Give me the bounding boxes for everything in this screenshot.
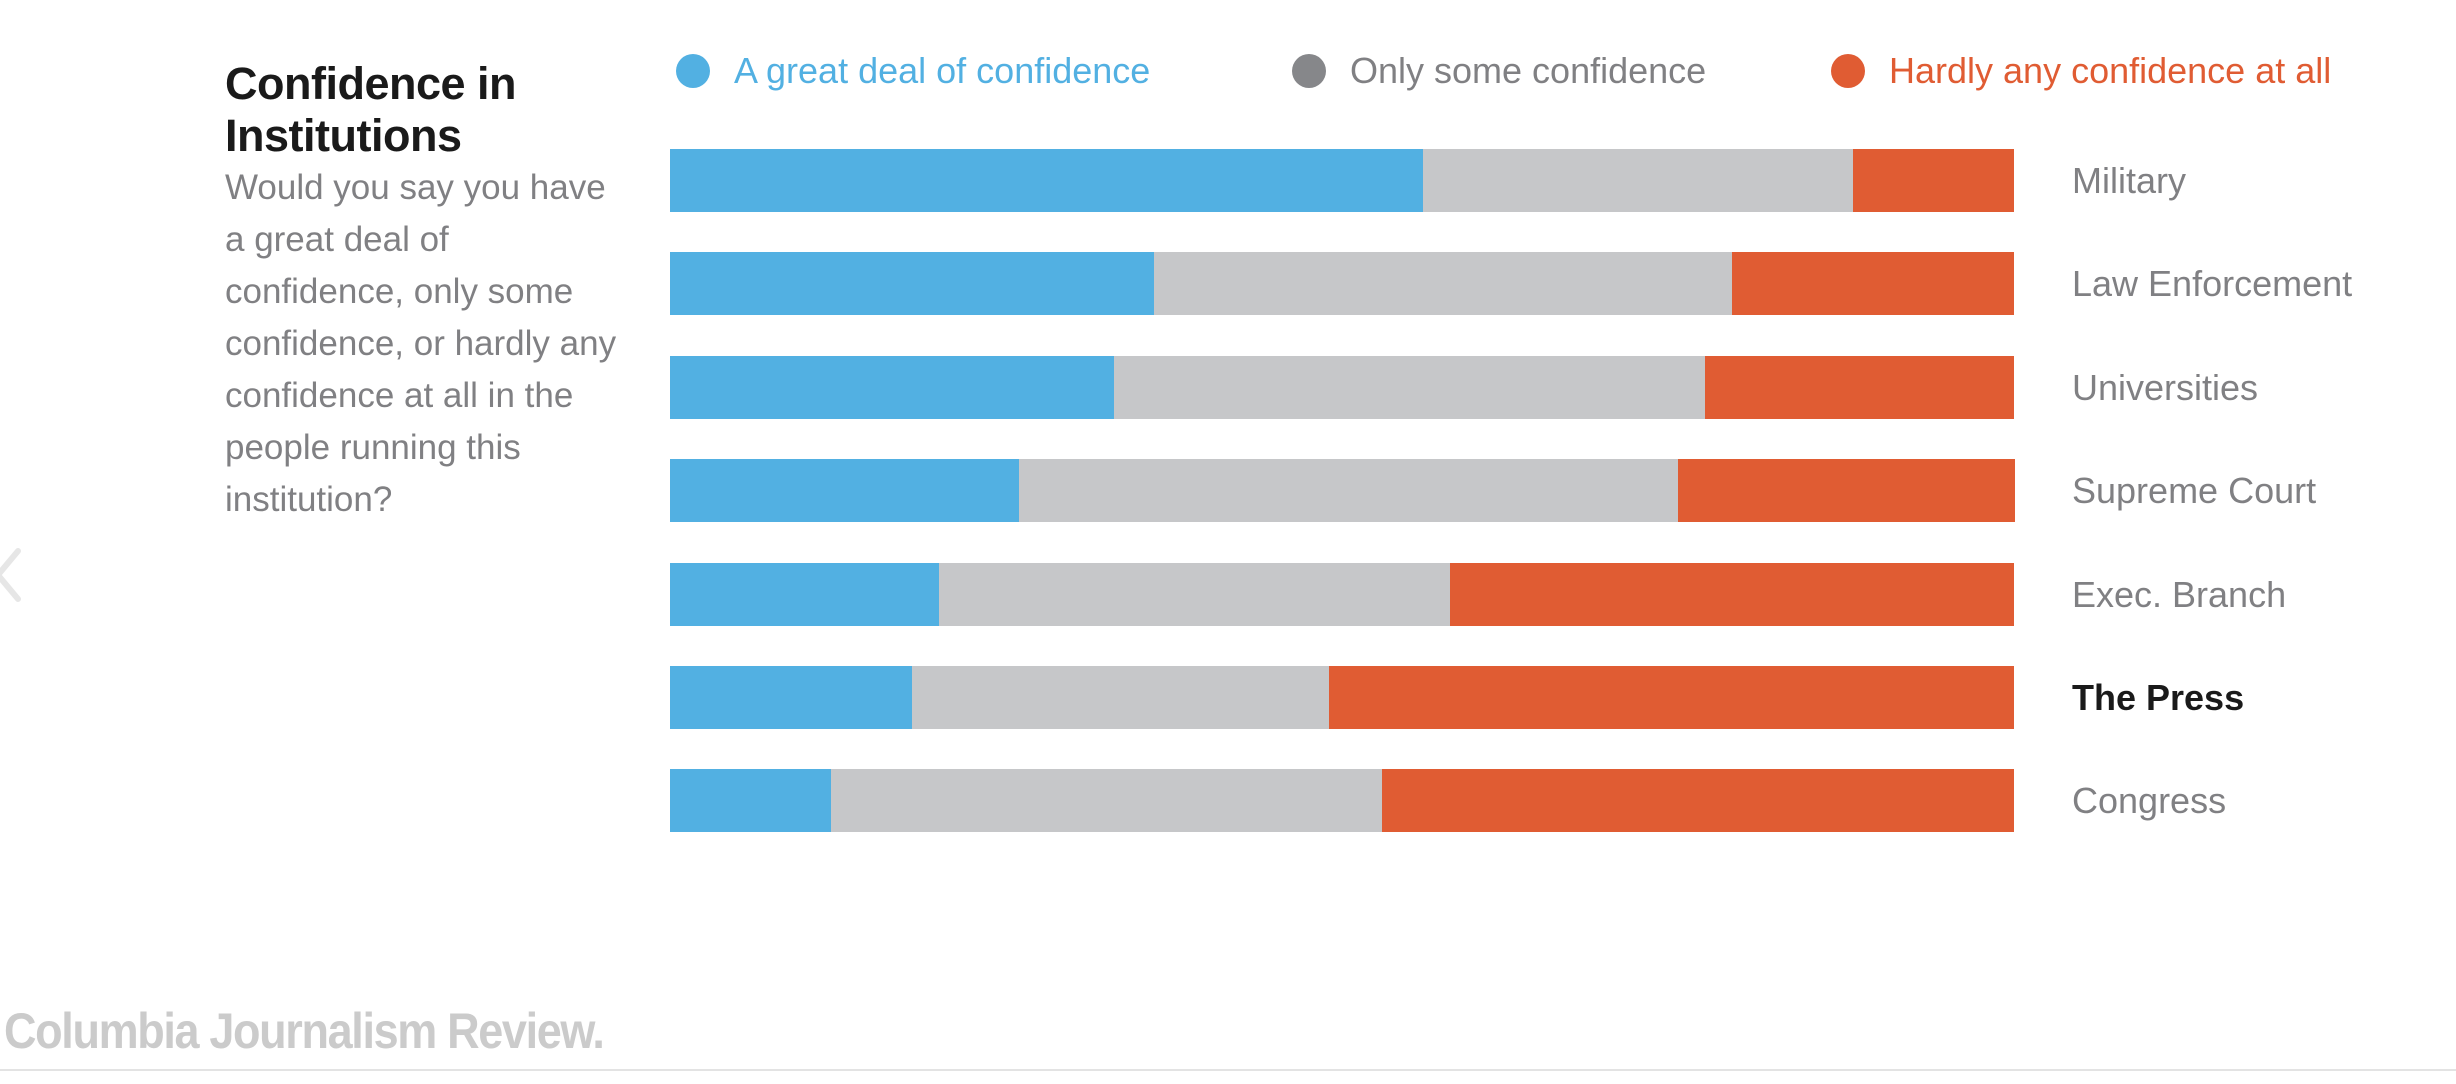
bar-segment-supreme-court-0 (670, 459, 1020, 523)
legend-label: Hardly any confidence at all (1889, 50, 2332, 91)
bottom-divider (0, 1069, 2456, 1071)
legend-item-only-some: Only some confidence (1292, 46, 1706, 96)
chart-description: Would you say you have a great deal of c… (225, 168, 617, 519)
legend-item-great-deal: A great deal of confidence (676, 46, 1150, 96)
bar-segment-the-press-2 (1328, 666, 2015, 729)
bar-segment-universities-0 (670, 355, 1115, 419)
bar-segment-exec-branch-1 (938, 562, 1451, 626)
bar-segment-congress-0 (670, 769, 832, 833)
legend-dot-icon (1292, 54, 1326, 88)
bar-segment-law-enforcement-0 (670, 252, 1155, 316)
bar-segment-the-press-1 (911, 666, 1330, 729)
legend-item-hardly-any: Hardly any confidence at all (1831, 46, 2331, 96)
bar-segment-military-1 (1422, 149, 1854, 212)
bar-segment-the-press-0 (670, 666, 913, 729)
bar-segment-supreme-court-2 (1678, 459, 2015, 523)
bar-segment-exec-branch-2 (1449, 562, 2015, 626)
category-label: Universities (2072, 366, 2259, 408)
bar-segment-law-enforcement-2 (1731, 252, 2015, 316)
bar-segment-universities-1 (1113, 355, 1706, 419)
bar-segment-congress-2 (1382, 769, 2015, 833)
legend-dot-icon (1831, 54, 1865, 88)
bar-segment-universities-2 (1704, 355, 2015, 419)
category-label: Military (2072, 160, 2186, 201)
legend-dot-icon (676, 54, 710, 88)
category-label: The Press (2072, 677, 2245, 718)
bar-segment-military-2 (1852, 149, 2015, 212)
brand-logo-text: Columbia Journalism Review. (4, 1003, 605, 1059)
category-label: Supreme Court (2072, 470, 2317, 512)
legend-label: Only some confidence (1350, 50, 1707, 91)
bar-segment-exec-branch-0 (670, 562, 940, 626)
bar-segment-congress-1 (831, 769, 1383, 833)
bar-segment-law-enforcement-1 (1153, 252, 1733, 316)
category-label: Exec. Branch (2072, 573, 2287, 615)
back-chevron-icon[interactable] (0, 545, 22, 605)
legend-label: A great deal of confidence (734, 50, 1151, 91)
category-label: Congress (2072, 780, 2227, 822)
bar-segment-military-0 (670, 149, 1424, 212)
bar-segment-supreme-court-1 (1019, 459, 1679, 523)
chart-title: Confidence in Institutions (225, 58, 517, 161)
category-label: Law Enforcement (2072, 263, 2353, 305)
